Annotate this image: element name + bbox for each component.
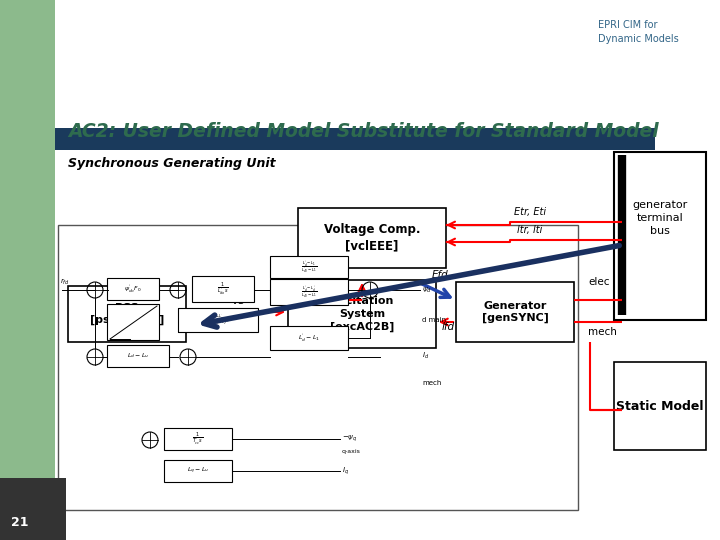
Text: Voltage Comp.
[vclEEE]: Voltage Comp. [vclEEE]	[324, 224, 420, 253]
Text: elec: elec	[588, 277, 610, 287]
Text: PSS
[pssIEEE2B]: PSS [pssIEEE2B]	[90, 302, 164, 325]
Bar	[120, 0, 720, 150]
Text: $L_d^{'}-L_1$: $L_d^{'}-L_1$	[298, 333, 320, 343]
Bar	[55, 0, 720, 460]
Text: $\frac{L_d^{''}-L_d^{'}}{(1-L_d^{'}-L_1)^2}$: $\frac{L_d^{''}-L_d^{'}}{(1-L_d^{'}-L_1)…	[206, 313, 230, 327]
Bar	[0, 150, 55, 540]
Bar	[107, 304, 159, 340]
Text: Efd: Efd	[431, 270, 449, 280]
Text: $\frac{1}{T_{cc}^{'}s}$: $\frac{1}{T_{cc}^{'}s}$	[192, 430, 204, 447]
Text: $\frac{1}{L_{do}^{'}s}$: $\frac{1}{L_{do}^{'}s}$	[217, 281, 229, 298]
Bar	[58, 225, 578, 510]
Bar	[107, 345, 169, 367]
Text: mech: mech	[422, 380, 441, 386]
Text: $\frac{L_d^{'}-L_1}{L_{d0}^{'}-L_1}$: $\frac{L_d^{'}-L_1}{L_{d0}^{'}-L_1}$	[301, 259, 318, 275]
Bar	[164, 460, 232, 482]
Text: 21: 21	[12, 516, 29, 529]
Bar	[456, 282, 574, 342]
Text: Vs: Vs	[231, 296, 245, 306]
Bar	[298, 208, 446, 268]
Bar	[288, 280, 436, 348]
Text: q-axis: q-axis	[342, 449, 361, 455]
Bar	[192, 276, 254, 302]
Text: Etr, Eti: Etr, Eti	[514, 207, 546, 217]
Bar	[614, 362, 706, 450]
Bar	[107, 278, 159, 300]
Bar	[270, 256, 348, 278]
Text: Excitation
System
[excAC2B]: Excitation System [excAC2B]	[330, 296, 394, 332]
Text: $\psi_{do}^{'}F_0$: $\psi_{do}^{'}F_0$	[124, 284, 142, 294]
Bar	[614, 152, 706, 320]
Text: AC2: User Defined Model Substitute for Standard Model: AC2: User Defined Model Substitute for S…	[68, 122, 659, 141]
Text: mech: mech	[588, 327, 617, 337]
Text: $-\psi_q$: $-\psi_q$	[342, 434, 357, 444]
Bar	[178, 308, 258, 332]
Text: $L_q - L_u$: $L_q - L_u$	[187, 466, 209, 476]
Text: $I_d$: $I_d$	[422, 351, 429, 361]
Text: Static Model: Static Model	[616, 400, 703, 413]
Text: $\psi_d$: $\psi_d$	[422, 286, 432, 295]
Bar	[270, 326, 348, 350]
Bar	[270, 279, 348, 305]
Text: EPRI CIM for
Dynamic Models: EPRI CIM for Dynamic Models	[598, 20, 679, 44]
Bar	[68, 286, 186, 342]
Text: Synchronous Generating Unit: Synchronous Generating Unit	[68, 157, 276, 170]
Text: ltr, lti: ltr, lti	[517, 225, 543, 235]
Text: Vc: Vc	[278, 274, 292, 284]
Text: $r_{fd}$: $r_{fd}$	[60, 277, 70, 287]
Bar	[164, 428, 232, 450]
Text: $\frac{L_d^{''}-L_d^{'}}{L_{d0}^{'}-L_1}$: $\frac{L_d^{''}-L_d^{'}}{L_{d0}^{'}-L_1}…	[301, 284, 318, 300]
Text: d main: d main	[422, 317, 446, 323]
Text: lfd: lfd	[441, 322, 454, 332]
Text: generator
terminal
bus: generator terminal bus	[632, 200, 688, 237]
Bar	[0, 0, 55, 150]
Bar	[0, 0, 120, 90]
Text: Generator
[genSYNC]: Generator [genSYNC]	[482, 301, 549, 323]
Bar	[55, 128, 655, 150]
Text: $I_q$: $I_q$	[342, 465, 349, 477]
Text: $L_d - L_u$: $L_d - L_u$	[127, 352, 149, 361]
